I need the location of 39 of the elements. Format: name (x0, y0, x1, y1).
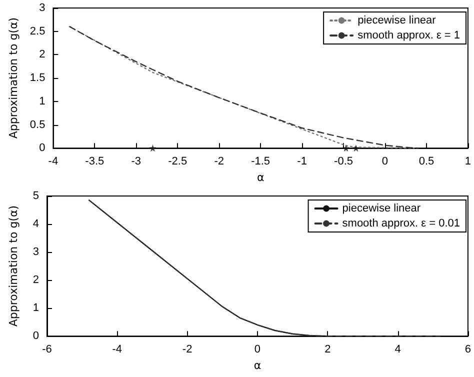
y-tick-label: 0 (32, 330, 39, 342)
x-tick-label: 6 (464, 344, 472, 356)
y-tick-label: 0 (39, 142, 46, 154)
x-tick-label: -3.5 (85, 156, 104, 168)
y-tick-label: 4 (32, 218, 39, 230)
x-tick-label: -6 (42, 344, 52, 356)
x-tick-label: -2 (214, 156, 224, 168)
legend-label: smooth approx. ε = 0.01 (342, 218, 460, 230)
y-tick-label: 5 (32, 190, 39, 202)
x-tick-label: -1.5 (251, 156, 270, 168)
y-tick-label: 1.5 (30, 72, 46, 84)
x-axis-title: α (254, 359, 262, 372)
y-axis-title: Approximation to g(α) (7, 205, 20, 327)
x-tick-label: 2 (324, 344, 331, 356)
x-tick-label: 0 (254, 344, 261, 356)
x-tick-label: -2.5 (168, 156, 188, 168)
y-tick-label: 1 (39, 95, 46, 108)
x-tick-label: -0.5 (334, 156, 353, 168)
x-tick-label: -4 (112, 344, 122, 356)
legend-label: piecewise linear (358, 14, 436, 26)
y-tick-label: 2 (32, 274, 39, 286)
legend-label: smooth approx. ε = 1 (358, 30, 460, 42)
x-tick-label: -2 (182, 344, 192, 356)
x-tick-label: -3 (131, 156, 142, 168)
y-axis-title: Approximation to g(α) (7, 17, 20, 139)
x-tick-label: -1 (297, 156, 307, 168)
x-tick-label: 4 (394, 344, 401, 356)
x-axis-title: α (256, 171, 264, 184)
y-tick-label: 3 (39, 2, 46, 14)
y-tick-label: 0.5 (30, 118, 46, 131)
legend-label: piecewise linear (342, 202, 421, 214)
x-tick-label: -4 (48, 156, 58, 168)
y-tick-label: 1 (32, 302, 39, 314)
x-tick-label: 1 (464, 156, 472, 168)
x-tick-label: 0.5 (418, 156, 434, 168)
x-tick-label: 0 (382, 156, 388, 168)
y-tick-label: 3 (32, 246, 39, 258)
y-tick-label: 2 (39, 48, 46, 61)
y-tick-label: 2.5 (30, 25, 46, 38)
